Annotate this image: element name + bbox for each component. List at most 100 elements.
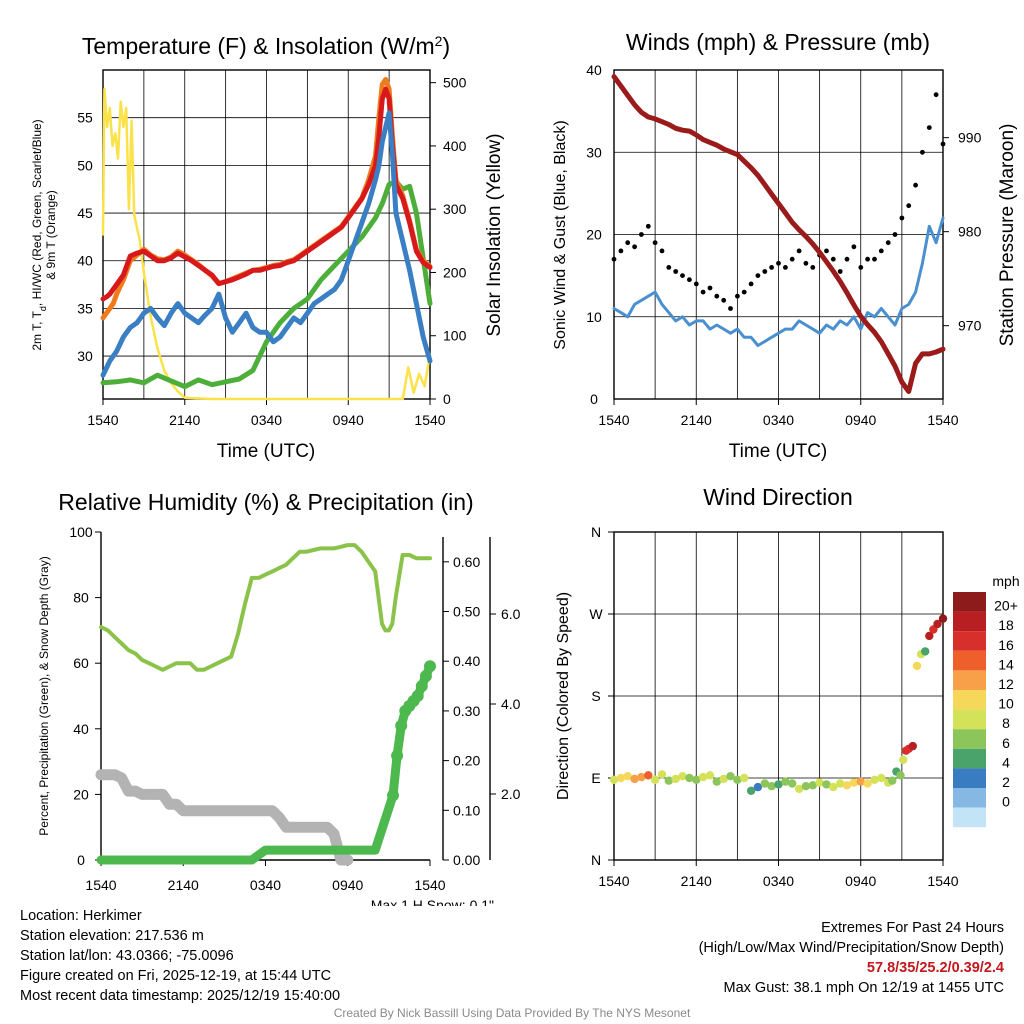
direction-point	[692, 775, 701, 784]
y-tick-label: W	[589, 606, 603, 622]
y-tick-label-precip: 0.20	[453, 753, 480, 769]
y-tick-label-left: 0	[77, 852, 85, 868]
credit-text: Created By Nick Bassill Using Data Provi…	[333, 1006, 691, 1020]
direction-point	[794, 784, 804, 794]
y-tick-label-left: 20	[586, 227, 602, 243]
x-tick-label: 1540	[598, 873, 629, 889]
wind-direction-panel-grid	[613, 532, 944, 866]
gust-point	[741, 289, 747, 295]
y-axis-label-left: 2m T, Td, HI/WC (Red, Green, Scarlet/Blu…	[30, 119, 48, 350]
colorbar-label: 18	[998, 617, 1014, 633]
direction-point	[733, 775, 742, 784]
x-tick-label: 1540	[87, 412, 118, 428]
direction-point	[781, 777, 790, 786]
direction-point	[746, 786, 756, 795]
y-tick-label-precip: 0.60	[453, 554, 480, 570]
wind-direction-panel-frame	[613, 531, 944, 861]
gust-point	[940, 141, 946, 147]
direction-point	[726, 772, 735, 781]
direction-point	[616, 773, 626, 783]
y-tick-label-left: 80	[73, 590, 89, 606]
y-tick-label: S	[591, 688, 600, 704]
direction-point	[849, 778, 859, 787]
gust-point	[885, 240, 891, 246]
y-tick-label-left: 45	[77, 205, 93, 221]
y-tick-label-precip: 0.50	[453, 604, 480, 620]
direction-point	[657, 770, 667, 779]
direction-point	[753, 782, 763, 792]
colorbar-swatch	[953, 729, 986, 749]
y-tick-label-snow: 4.0	[501, 696, 521, 712]
y-axis-label-left: Percent, Precipitation (Green), & Snow D…	[37, 556, 51, 835]
gust-point	[892, 232, 898, 237]
x-tick-label: 1540	[414, 877, 445, 893]
y-tick-label-left: 60	[73, 655, 89, 671]
direction-point	[877, 773, 886, 783]
y-tick-label: N	[591, 524, 601, 540]
precip-point	[415, 680, 428, 693]
direction-point	[740, 773, 749, 783]
gust-point	[872, 256, 877, 262]
x-tick-label: 1540	[927, 873, 958, 889]
y-tick-label-right: 400	[443, 138, 467, 154]
gust-point	[878, 248, 884, 254]
colorbar-swatch	[953, 690, 986, 710]
x-tick-label: 1540	[414, 412, 445, 428]
colorbar-swatch	[953, 611, 986, 632]
y-tick-label-right: 200	[443, 264, 467, 280]
gust-point	[920, 149, 925, 155]
y-tick-label-left: 30	[586, 144, 602, 160]
chart-title: Wind Direction	[703, 484, 853, 510]
gust-point	[693, 281, 699, 287]
series-line-relative-humidity	[99, 543, 432, 672]
series-line-td	[100, 179, 433, 390]
gust-point	[728, 306, 733, 311]
chart-title: Temperature (F) & Insolation (W/m2)	[82, 33, 450, 59]
x-tick-label: 2140	[681, 873, 712, 889]
x-tick-label: 2140	[681, 412, 712, 428]
colorbar-swatch	[953, 807, 986, 828]
x-tick-label: 0940	[845, 412, 876, 428]
gust-point	[625, 240, 631, 246]
y-tick-label-left: 100	[69, 524, 93, 540]
colorbar-label: 8	[1002, 715, 1010, 731]
direction-point	[822, 780, 831, 789]
gust-point	[796, 248, 802, 254]
extremes-info: Extremes For Past 24 Hours (High/Low/Max…	[699, 918, 1004, 998]
y-tick-label: E	[591, 770, 600, 786]
precip-point	[419, 670, 432, 683]
precip-point	[411, 690, 424, 702]
direction-point	[712, 777, 721, 786]
colorbar-swatch	[953, 592, 986, 612]
colorbar-label: 14	[998, 656, 1014, 672]
y-axis-label-left: Direction (Colored By Speed)	[555, 592, 572, 800]
x-tick-label: 2140	[169, 412, 200, 428]
direction-point	[664, 776, 673, 785]
y-tick-label-left: 40	[77, 253, 93, 269]
direction-point	[650, 775, 660, 784]
direction-point	[760, 779, 769, 788]
y-tick-label-left: 55	[77, 110, 93, 126]
gust-point	[673, 269, 679, 274]
y-tick-label-precip: 0.30	[453, 703, 480, 719]
gust-point	[830, 256, 836, 262]
y-axis-label-left: Sonic Wind & Gust (Blue, Black)	[552, 120, 569, 349]
direction-point	[888, 776, 897, 785]
colorbar-label: 12	[998, 676, 1014, 692]
gust-point	[762, 269, 768, 274]
y-axis-label-right: Station Pressure (Maroon)	[997, 124, 1018, 347]
gust-point	[735, 293, 740, 299]
precip-point	[387, 789, 399, 802]
gust-point	[666, 265, 672, 270]
direction-point	[698, 772, 708, 782]
direction-point	[899, 755, 908, 764]
x-tick-label: 0340	[763, 873, 794, 889]
gust-point	[926, 125, 932, 130]
y-tick-label-right: 500	[443, 75, 467, 91]
gust-point	[652, 240, 658, 246]
gust-point	[851, 244, 857, 250]
y-tick-label-left: 10	[586, 309, 602, 325]
x-tick-label: 0340	[763, 412, 794, 428]
colorbar-label: 16	[998, 637, 1014, 653]
